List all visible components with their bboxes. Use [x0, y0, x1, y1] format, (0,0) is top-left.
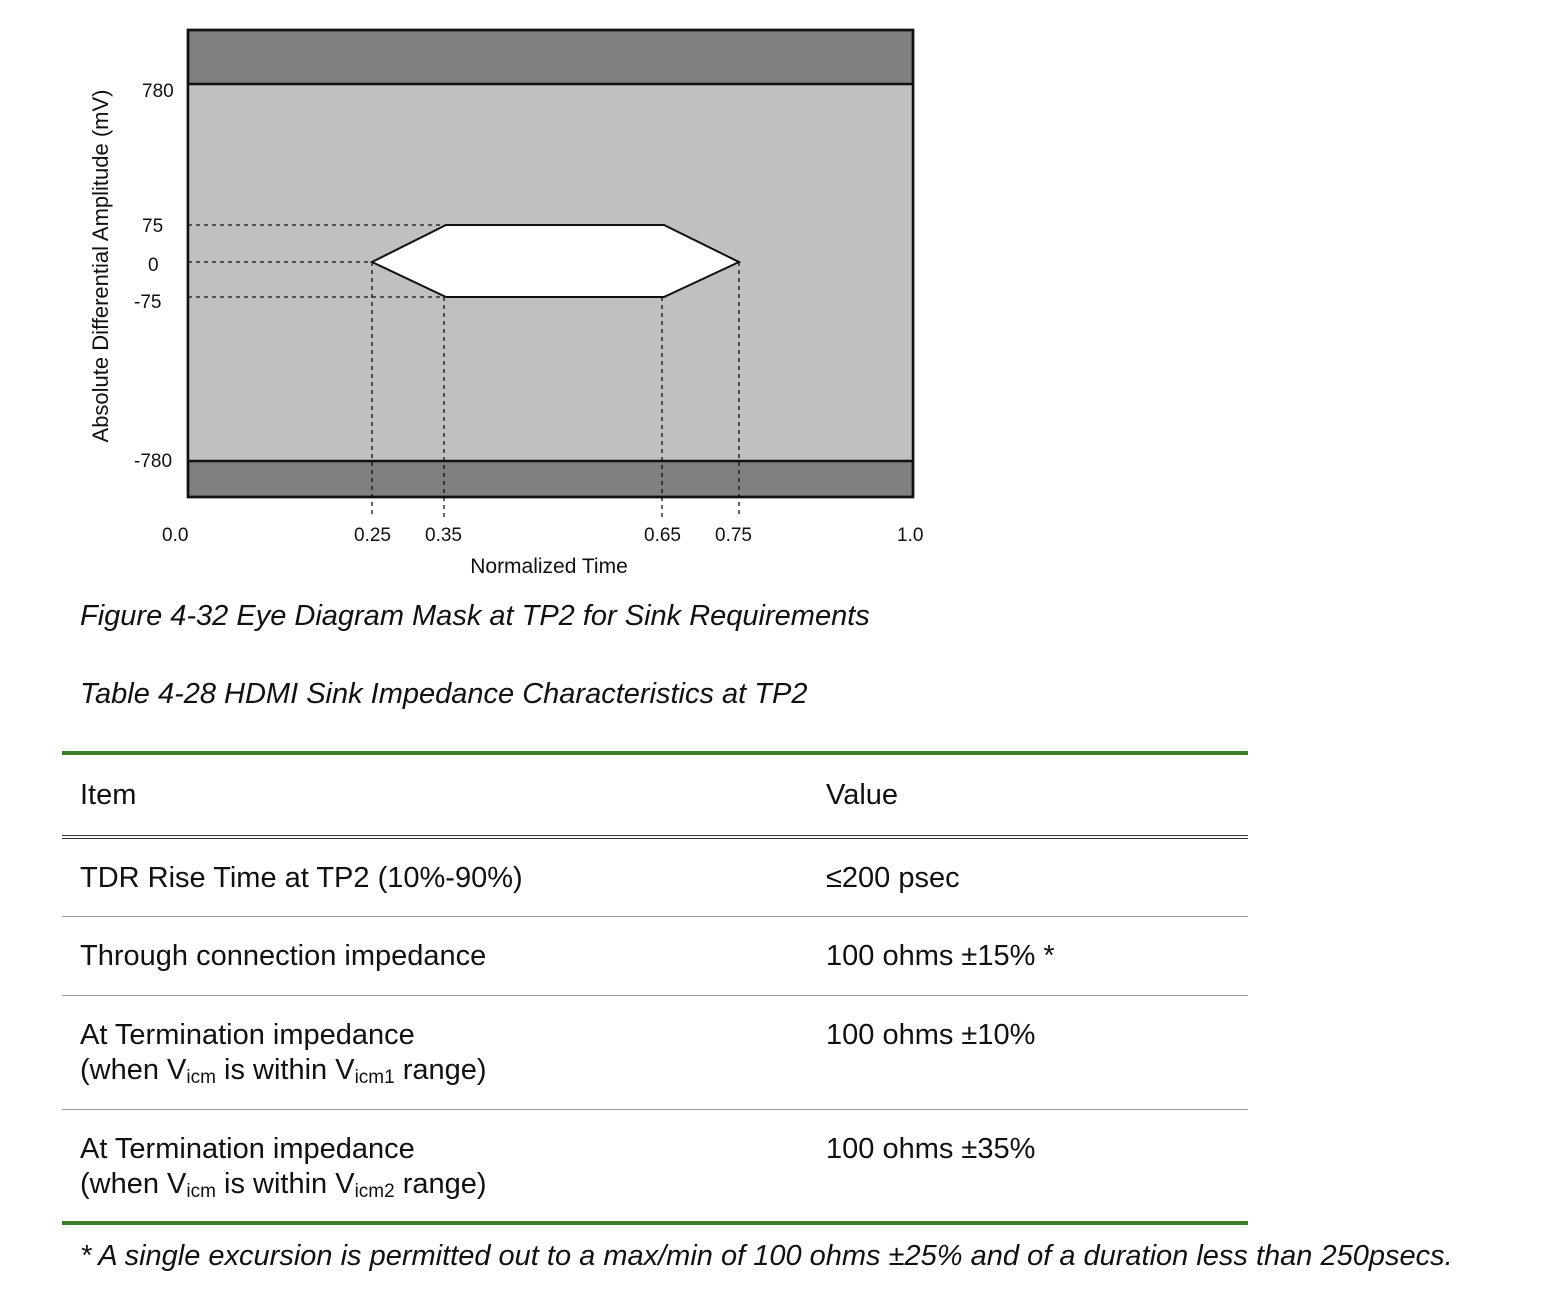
y-tick-75: 75 — [142, 216, 163, 237]
y-tick-neg780: -780 — [134, 451, 172, 472]
impedance-table: Item Value TDR Rise Time at TP2 (10%-90%… — [62, 751, 1248, 1225]
row-value: 100 ohms ±35% — [808, 1109, 1248, 1225]
x-tick-1: 1.0 — [897, 525, 923, 546]
row-item-line2-post: range) — [394, 1167, 487, 1200]
y-tick-780: 780 — [142, 81, 174, 102]
table-row: At Termination impedance (when Vicm is w… — [62, 995, 1248, 1110]
table-row: TDR Rise Time at TP2 (10%-90%) ≤200 psec — [62, 837, 1248, 917]
eye-mask-hexagon — [369, 224, 742, 298]
y-tick-0: 0 — [148, 255, 159, 276]
row-item-line2-mid: is within V — [215, 1167, 355, 1200]
row-item: At Termination impedance (when Vicm is w… — [62, 995, 808, 1110]
plot-frame — [186, 28, 915, 499]
x-axis-label: Normalized Time — [470, 555, 628, 578]
row-item: At Termination impedance (when Vicm is w… — [62, 1109, 808, 1225]
x-tick-035: 0.35 — [425, 525, 462, 546]
row-item-line1: At Termination impedance — [80, 1018, 415, 1051]
header-item: Item — [62, 751, 808, 839]
table-row: Through connection impedance 100 ohms ±1… — [62, 916, 1248, 996]
x-tick-075: 0.75 — [715, 525, 752, 546]
row-item-line1: At Termination impedance — [80, 1132, 415, 1165]
row-item-line2-pre: (when V — [80, 1053, 187, 1086]
row-value: 100 ohms ±10% — [808, 995, 1248, 1110]
row-value: 100 ohms ±15% * — [808, 916, 1248, 996]
table-header-row: Item Value — [62, 751, 1248, 839]
subscript-icm1: icm1 — [354, 1066, 395, 1088]
row-item-line2-pre: (when V — [80, 1167, 187, 1200]
figure-caption: Figure 4-32 Eye Diagram Mask at TP2 for … — [80, 600, 870, 632]
row-value: ≤200 psec — [808, 837, 1248, 917]
y-axis-label: Absolute Differential Amplitude (mV) — [88, 90, 113, 443]
row-item: Through connection impedance — [62, 916, 808, 996]
subscript-icm: icm — [186, 1180, 216, 1202]
header-value: Value — [808, 751, 1248, 839]
table-footnote: * A single excursion is permitted out to… — [80, 1240, 1453, 1272]
row-item: TDR Rise Time at TP2 (10%-90%) — [62, 837, 808, 917]
eye-diagram-figure: 780 75 0 -75 -780 0.0 0.25 0.35 0.65 0.7… — [88, 28, 923, 578]
row-item-line2-mid: is within V — [215, 1053, 355, 1086]
guide-lines — [188, 224, 740, 517]
x-tick-0: 0.0 — [162, 525, 188, 546]
subscript-icm: icm — [186, 1066, 216, 1088]
x-tick-065: 0.65 — [644, 525, 681, 546]
table-caption: Table 4-28 HDMI Sink Impedance Character… — [80, 678, 808, 710]
row-item-line2-post: range) — [394, 1053, 487, 1086]
x-tick-025: 0.25 — [354, 525, 391, 546]
subscript-icm2: icm2 — [354, 1180, 395, 1202]
y-tick-neg75: -75 — [134, 292, 161, 313]
table-row: At Termination impedance (when Vicm is w… — [62, 1109, 1248, 1225]
